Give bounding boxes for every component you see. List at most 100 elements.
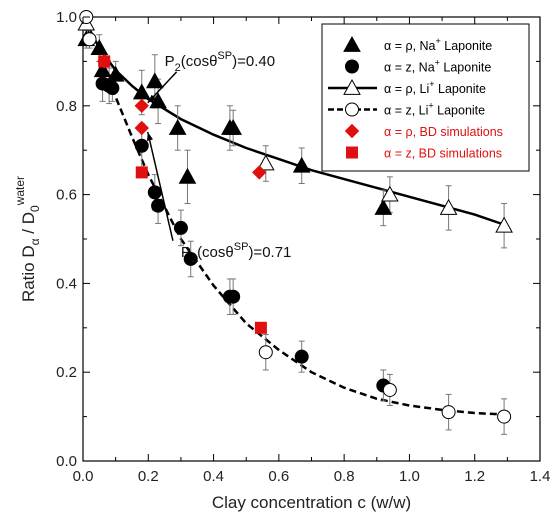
fit-line-solid bbox=[81, 16, 502, 225]
legend-marker bbox=[345, 59, 359, 74]
data-point-open-triangle bbox=[439, 198, 458, 215]
x-tick-label: 1.2 bbox=[464, 468, 485, 485]
y-tick-label: 1.0 bbox=[56, 9, 77, 26]
x-tick-label: 1.0 bbox=[399, 468, 420, 485]
legend-label: α = ρ, Li+ Laponite bbox=[384, 79, 486, 96]
legend-marker bbox=[343, 35, 361, 52]
legend-label-sup: + bbox=[435, 58, 440, 68]
data-point-red-square bbox=[135, 166, 148, 179]
y-tick-label: 0.8 bbox=[56, 98, 77, 115]
y-axis-title-sup: water bbox=[13, 176, 27, 206]
legend-label-sup: + bbox=[436, 36, 441, 46]
annotation-mid: (cosθ bbox=[181, 53, 218, 70]
annotation-sup: SP bbox=[217, 50, 232, 62]
legend-label-pre: α = z, Li bbox=[384, 104, 428, 118]
axes-group: 0.0 0.2 0.4 0.6 0.8 1.0 1.2 1.4 0.0 0.2 0.4 0.6 0.8 1… bbox=[13, 9, 550, 512]
legend-label-pre: α = ρ, Na bbox=[384, 39, 436, 53]
annotation-post: )=0.40 bbox=[232, 53, 275, 70]
x-tick-label: 0.2 bbox=[138, 468, 159, 485]
legend-label-pre: α = z, BD simulations bbox=[384, 147, 502, 161]
legend-label-sup: + bbox=[428, 101, 433, 111]
annotation-arrow-head bbox=[147, 94, 156, 103]
data-point-filled-circle bbox=[105, 81, 120, 96]
data-point-filled-triangle bbox=[145, 72, 164, 89]
annotation-pre: P bbox=[165, 53, 175, 70]
y-axis-title-mid: / D bbox=[19, 212, 38, 238]
legend-label-sup: + bbox=[429, 79, 434, 89]
data-markers-group bbox=[77, 10, 513, 424]
legend-label: α = ρ, BD simulations bbox=[384, 125, 503, 139]
data-point-open-circle bbox=[82, 32, 97, 47]
fit-line-dashed bbox=[81, 16, 501, 416]
x-tick-label: 0.8 bbox=[334, 468, 355, 485]
legend-label-pre: α = ρ, Li bbox=[384, 82, 429, 96]
y-tick-label: 0.0 bbox=[56, 453, 77, 470]
legend-marker bbox=[345, 102, 359, 117]
data-point-red-diamond bbox=[252, 165, 267, 180]
data-point-filled-triangle bbox=[168, 118, 187, 135]
data-point-open-circle bbox=[497, 409, 512, 424]
annotation-label: P2(cosθSP)=0.71 bbox=[181, 241, 291, 265]
annotation-post: )=0.71 bbox=[248, 244, 291, 261]
legend-label: α = z, Li+ Laponite bbox=[384, 101, 485, 118]
legend-label-pre: α = z, Na bbox=[384, 61, 435, 75]
data-point-open-circle bbox=[382, 382, 397, 397]
y-axis-title-sub2: 0 bbox=[28, 205, 42, 212]
legend-label-pre: α = ρ, BD simulations bbox=[384, 125, 503, 139]
legend-label-post: Laponite bbox=[440, 61, 491, 75]
legend-label: α = z, Na+ Laponite bbox=[384, 58, 491, 75]
data-point-red-square bbox=[98, 55, 111, 68]
data-point-filled-circle bbox=[147, 185, 162, 200]
data-point-open-circle bbox=[441, 405, 456, 420]
data-point-filled-triangle bbox=[149, 92, 167, 109]
data-point-filled-triangle bbox=[292, 156, 311, 173]
annotation-label: P2(cosθSP)=0.40 bbox=[165, 50, 275, 74]
legend-label-post: Laponite bbox=[435, 82, 486, 96]
fit-lines-group bbox=[81, 16, 502, 416]
data-point-filled-triangle bbox=[224, 118, 243, 135]
data-point-open-triangle bbox=[495, 216, 513, 233]
annotation-sub: 2 bbox=[191, 253, 197, 265]
y-tick-label: 0.6 bbox=[56, 187, 77, 204]
data-point-open-triangle bbox=[256, 154, 275, 171]
annotation-mid: (cosθ bbox=[197, 244, 234, 261]
x-tick-label: 0.0 bbox=[73, 468, 94, 485]
legend-label-post: Laponite bbox=[441, 39, 492, 53]
y-tick-label: 0.2 bbox=[56, 364, 77, 381]
data-point-filled-circle bbox=[226, 289, 241, 304]
data-point-filled-circle bbox=[151, 198, 166, 213]
y-axis-title-sub1: α bbox=[28, 238, 42, 245]
data-point-filled-triangle bbox=[90, 39, 109, 55]
x-tick-label: 0.4 bbox=[203, 468, 224, 485]
annotation-arrow-line bbox=[147, 131, 174, 241]
y-tick-label: 0.4 bbox=[56, 275, 77, 292]
data-point-filled-triangle bbox=[374, 198, 393, 215]
legend-marker bbox=[346, 146, 358, 159]
x-axis-title-text: Clay concentration c bbox=[212, 493, 367, 512]
data-point-filled-circle bbox=[183, 251, 198, 266]
annotation-pre: P bbox=[181, 244, 191, 261]
data-point-red-square bbox=[254, 321, 267, 334]
data-point-filled-circle bbox=[134, 138, 149, 153]
legend-label: α = z, BD simulations bbox=[384, 147, 502, 161]
x-tick-label: 1.4 bbox=[530, 468, 550, 485]
data-point-filled-circle bbox=[294, 349, 309, 364]
y-axis-title-prefix: Ratio D bbox=[19, 245, 38, 302]
data-point-open-circle bbox=[258, 345, 273, 360]
data-point-open-triangle bbox=[380, 185, 399, 202]
x-axis-title: Clay concentration c (w/w) bbox=[212, 493, 411, 512]
legend-label-post: Laponite bbox=[434, 104, 485, 118]
data-point-filled-triangle bbox=[106, 65, 125, 82]
legend-marker bbox=[344, 123, 360, 139]
data-point-red-diamond bbox=[134, 120, 149, 136]
data-point-filled-triangle bbox=[178, 167, 197, 184]
data-point-red-diamond bbox=[134, 98, 149, 114]
annotation-sub: 2 bbox=[175, 62, 181, 74]
legend-label: α = ρ, Na+ Laponite bbox=[384, 36, 492, 53]
y-axis-title: Ratio Dα / D0water bbox=[13, 176, 42, 302]
data-point-filled-circle bbox=[173, 220, 188, 235]
